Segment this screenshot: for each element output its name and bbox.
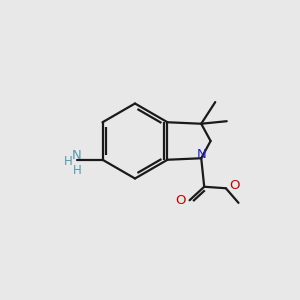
Text: O: O [176, 194, 186, 207]
Text: H: H [73, 164, 81, 177]
Text: N: N [72, 149, 82, 162]
Text: O: O [229, 179, 239, 192]
Text: H: H [64, 155, 73, 168]
Text: N: N [196, 148, 206, 161]
